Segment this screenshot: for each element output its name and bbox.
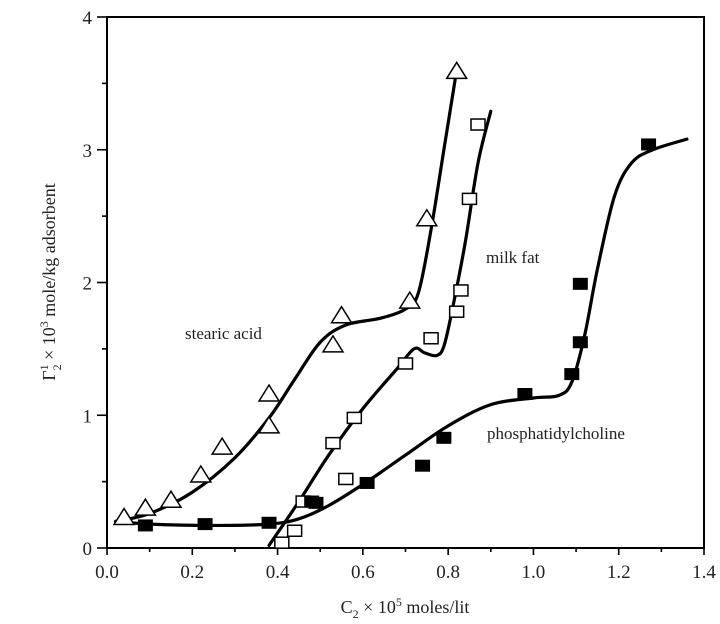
point-stearic-acid <box>189 464 213 483</box>
x-axis-title: C2 × 105 moles/lit <box>341 595 470 621</box>
x-tick-label: 1.2 <box>607 562 631 583</box>
point-milk-fat <box>325 436 341 450</box>
point-phosphatidylcholine <box>261 516 277 529</box>
plot-frame <box>106 16 705 549</box>
point-stearic-acid <box>257 415 281 434</box>
point-stearic-acid <box>257 383 281 402</box>
point-stearic-acid <box>321 334 345 353</box>
point-phosphatidylcholine <box>197 518 213 531</box>
y-tick-label: 2 <box>83 274 93 295</box>
x-tick-label: 1.0 <box>522 562 546 583</box>
y-tick-label: 3 <box>83 141 93 162</box>
y-tick-label: 4 <box>83 8 93 29</box>
data-markers <box>112 61 657 549</box>
annotation-stearic-acid: stearic acid <box>185 324 262 343</box>
x-tick-label: 0.0 <box>95 562 119 583</box>
point-phosphatidylcholine <box>436 431 452 444</box>
point-milk-fat <box>470 118 486 131</box>
point-stearic-acid <box>112 507 136 526</box>
point-stearic-acid <box>398 290 422 309</box>
x-tick-label: 0.6 <box>351 562 375 583</box>
y-tick-label: 1 <box>83 406 93 427</box>
point-stearic-acid <box>330 305 353 324</box>
point-stearic-acid <box>445 61 469 80</box>
point-stearic-acid <box>159 489 183 508</box>
point-phosphatidylcholine <box>572 277 588 290</box>
point-milk-fat <box>346 411 363 425</box>
point-phosphatidylcholine <box>359 476 375 489</box>
annotations: stearic acid milk fat phosphatidylcholin… <box>185 248 625 443</box>
point-milk-fat <box>274 536 290 549</box>
x-tick-label: 1.4 <box>692 562 716 583</box>
fit-curve-milk-fat <box>267 109 493 547</box>
y-tick-label: 0 <box>83 539 93 560</box>
point-milk-fat <box>448 305 465 318</box>
fit-curve-stearic-acid <box>113 68 459 524</box>
x-tick-label: 0.4 <box>266 562 290 583</box>
annotation-milk-fat: milk fat <box>486 248 540 267</box>
point-phosphatidylcholine <box>137 519 153 532</box>
point-milk-fat <box>286 524 303 537</box>
axis-ticks: 0.0 0.2 0.4 0.6 0.8 1.0 1.2 1.4 0 1 2 3 4 <box>83 8 717 583</box>
point-stearic-acid <box>210 436 234 455</box>
x-tick-label: 0.8 <box>436 562 460 583</box>
point-phosphatidylcholine <box>308 496 324 509</box>
point-phosphatidylcholine <box>564 368 580 381</box>
y-axis-title: Γ12 × 103 mole/kg adsorbent <box>37 183 64 381</box>
point-stearic-acid <box>134 497 157 516</box>
point-phosphatidylcholine <box>572 336 588 349</box>
point-milk-fat <box>338 472 354 486</box>
point-milk-fat <box>461 192 478 206</box>
point-phosphatidylcholine <box>517 388 533 401</box>
point-phosphatidylcholine <box>415 459 431 472</box>
point-milk-fat <box>423 332 439 345</box>
point-stearic-acid <box>415 208 439 227</box>
annotation-phosphatidylcholine: phosphatidylcholine <box>487 424 625 443</box>
x-tick-label: 0.2 <box>180 562 204 583</box>
point-milk-fat <box>397 357 414 370</box>
point-phosphatidylcholine <box>641 138 657 151</box>
point-milk-fat <box>453 284 469 297</box>
